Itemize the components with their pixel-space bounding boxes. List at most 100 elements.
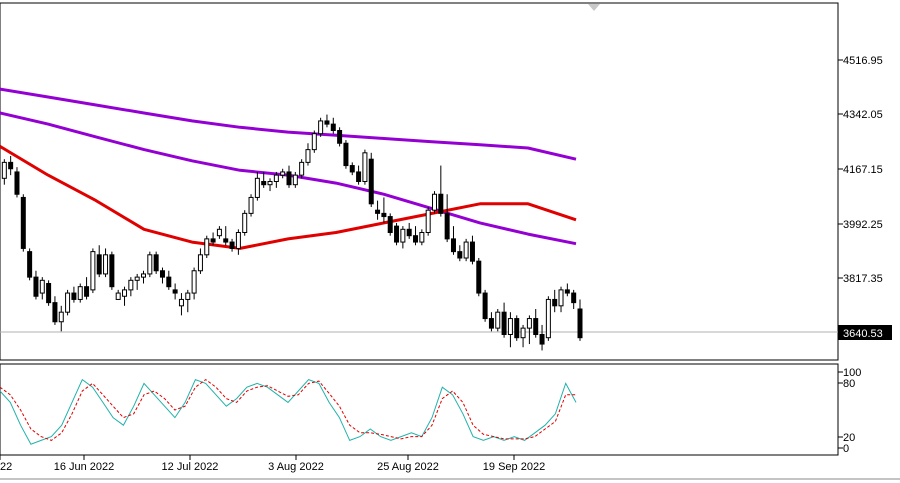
candle [564, 283, 570, 297]
candle [84, 277, 90, 300]
candle [267, 178, 273, 192]
candle [450, 226, 456, 255]
candle [469, 235, 475, 265]
stochastic-y-axis: 100 80 20 0 [838, 367, 861, 455]
stochastic-tick-label: 0 [843, 443, 849, 455]
price-tick-label: 3992.25 [843, 219, 883, 231]
candle [58, 305, 64, 332]
candle [242, 210, 248, 236]
candle [197, 248, 203, 274]
candle [438, 165, 444, 217]
candle [96, 245, 102, 278]
candle [577, 299, 583, 341]
candle [261, 171, 267, 188]
price-y-axis: 4516.95 4342.05 4167.15 3992.25 3817.35 [838, 55, 883, 285]
candle [413, 226, 419, 246]
candle [406, 222, 412, 239]
candle [507, 312, 513, 348]
price-tick-label: 4342.05 [843, 109, 883, 121]
candlestick-layer [0, 114, 583, 351]
date-tick-label: 19 Sep 2022 [483, 461, 545, 473]
candle [46, 280, 52, 306]
candle [387, 213, 393, 236]
date-tick-label: 3 Aug 2022 [268, 461, 324, 473]
candle [153, 251, 159, 274]
candle [128, 277, 134, 297]
candle [210, 232, 216, 246]
candle [533, 309, 539, 338]
candle [444, 194, 450, 243]
price-panel[interactable] [0, 2, 839, 361]
candle [539, 324, 545, 351]
candle [495, 309, 501, 332]
candle [488, 312, 494, 332]
candle [65, 289, 71, 316]
candle [166, 270, 172, 290]
candle [147, 251, 153, 278]
candle [375, 200, 381, 220]
candle [159, 267, 165, 284]
candle [115, 289, 121, 300]
candle [204, 235, 210, 258]
candle [526, 315, 532, 345]
candle [141, 270, 146, 284]
candle [425, 207, 431, 236]
candle [20, 194, 26, 252]
candle [109, 251, 115, 290]
candle [558, 286, 564, 313]
price-tick-label: 3817.35 [843, 273, 883, 285]
candle [514, 315, 520, 341]
candle [520, 324, 526, 348]
candle [482, 289, 488, 322]
price-tick-label: 4167.15 [843, 164, 883, 176]
candle [280, 168, 286, 179]
candle [254, 171, 260, 201]
candle [229, 238, 235, 252]
candle [501, 302, 507, 338]
candle [172, 283, 178, 300]
candle [191, 267, 197, 300]
stochastic-tick-label: 80 [843, 378, 855, 390]
candle [39, 277, 45, 300]
candle [381, 197, 387, 223]
candle [273, 171, 279, 188]
candle [476, 258, 482, 297]
candle [8, 156, 14, 176]
candle [457, 245, 463, 262]
candle [292, 171, 298, 188]
candle [349, 162, 355, 176]
time-x-axis: 22 16 Jun 2022 12 Jul 2022 3 Aug 2022 25… [0, 455, 545, 473]
candle [223, 226, 229, 246]
candle [368, 152, 374, 207]
stochastic-lines-layer [0, 378, 577, 445]
candle [419, 229, 425, 246]
candle [394, 222, 400, 246]
candle [185, 289, 191, 313]
candle [311, 130, 317, 153]
candle [33, 270, 39, 300]
stochastic-signal-line [0, 378, 576, 441]
candle [362, 149, 368, 185]
stochastic-tick-label: 100 [843, 367, 861, 379]
candle [337, 127, 343, 147]
candle [122, 286, 128, 306]
stochastic-panel[interactable] [0, 363, 839, 456]
moving-average-line [0, 145, 577, 250]
date-tick-label: 22 [0, 461, 12, 473]
triangle-down-icon [588, 4, 600, 11]
candle [299, 159, 305, 179]
candle [71, 286, 77, 303]
candle [103, 248, 109, 278]
candle [90, 248, 96, 294]
candle [178, 293, 184, 316]
candle [286, 165, 292, 188]
candle [552, 289, 558, 313]
candle [14, 167, 20, 198]
candle [400, 226, 406, 249]
candle [463, 238, 469, 262]
candle [1, 159, 7, 185]
date-tick-label: 16 Jun 2022 [54, 461, 115, 473]
candle [248, 194, 254, 217]
date-tick-label: 25 Aug 2022 [377, 461, 439, 473]
